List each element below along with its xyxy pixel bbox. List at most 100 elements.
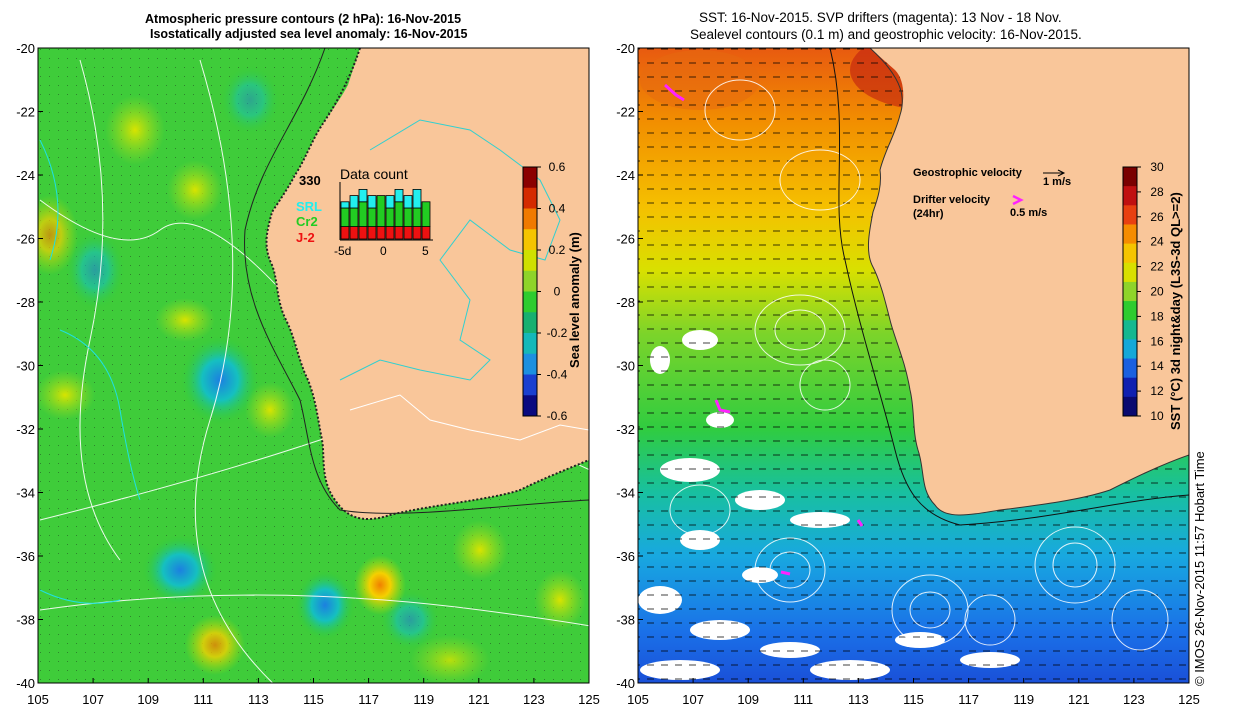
left-xtick-label: 109 <box>137 692 159 707</box>
sla-colorbar-swatch <box>523 353 537 375</box>
imos-credit: © IMOS 26-Nov-2015 11:57 Hobart Time <box>1192 451 1207 686</box>
sst-colorbar: 30 28 26 24 22 20 18 16 14 12 10 <box>1122 160 1164 423</box>
drifter-velocity-label: Drifter velocity <box>913 194 991 206</box>
inset-bar-cr2 <box>349 207 359 228</box>
sst-colorbar-swatch <box>1123 339 1137 360</box>
sst-colorbar-tick-label: 20 <box>1150 285 1164 299</box>
left-xtick-label: 113 <box>248 692 269 707</box>
sla-colorbar-tick-label: -0.6 <box>547 409 568 423</box>
right-title-line1: SST: 16-Nov-2015. SVP drifters (magenta)… <box>699 10 1062 25</box>
right-xtick-label: 115 <box>903 692 924 707</box>
left-map <box>38 48 589 683</box>
sla-colorbar-tick-label: 0 <box>554 285 561 299</box>
sla-colorbar-tick-label: 0.2 <box>549 243 566 257</box>
right-ytick-label: -34 <box>616 486 635 501</box>
left-xtick-label: 107 <box>82 692 104 707</box>
left-land-white <box>349 394 589 441</box>
inset-bar-cr2 <box>385 207 395 228</box>
legend-cr2: Cr2 <box>296 214 318 229</box>
sla-colorbar-swatch <box>523 208 537 230</box>
sst-colorbar-tick-label: 30 <box>1150 160 1164 174</box>
sst-colorbar-tick-label: 22 <box>1150 260 1164 274</box>
sst-colorbar-tick-label: 12 <box>1150 384 1164 398</box>
inset-bar-cr2 <box>394 201 404 228</box>
right-xtick-label: 121 <box>1068 692 1090 707</box>
drifter-tracks <box>663 83 864 576</box>
left-land <box>266 48 589 520</box>
right-ytick-label: -26 <box>616 232 635 247</box>
inset-bar-j-2 <box>394 226 404 240</box>
data-count-inset <box>339 182 433 241</box>
inset-bar-srl <box>367 195 377 209</box>
inset-bar-srl <box>403 195 413 209</box>
sea-level-colorbar: 0.6 0.4 0.2 0 -0.2 -0.4 -0.6 <box>522 160 568 423</box>
sst-colorbar-swatch <box>1123 167 1137 187</box>
right-ytick-label: -20 <box>616 41 635 56</box>
left-ytick-label: -34 <box>16 486 35 501</box>
right-ytick-label: -30 <box>616 359 635 374</box>
sla-colorbar-swatch <box>523 187 537 209</box>
right-ytick-label: -32 <box>616 422 635 437</box>
right-xtick-label: 117 <box>958 692 979 707</box>
sst-colorbar-tick-label: 10 <box>1150 409 1164 423</box>
right-ytick-label: -36 <box>616 549 635 564</box>
right-xtick-label: 125 <box>1178 692 1200 707</box>
sst-colorbar-swatch <box>1123 262 1137 283</box>
sst-colorbar-tick-label: 24 <box>1150 235 1164 249</box>
inset-xtick-5: 5 <box>422 244 429 258</box>
inset-bar-j-2 <box>340 226 350 240</box>
inset-bar-srl <box>358 188 368 203</box>
left-xtick-label: 117 <box>358 692 379 707</box>
geo-velocity-scale: 1 m/s <box>1043 176 1072 188</box>
left-ytick-label: -40 <box>16 676 35 691</box>
right-xtick-label: 119 <box>1013 692 1034 707</box>
inset-bar-j-2 <box>385 226 395 240</box>
sla-colorbar-swatch <box>523 333 537 355</box>
velocity-legend <box>1012 169 1066 206</box>
left-ytick-label: -32 <box>16 422 35 437</box>
right-xtick-label: 113 <box>848 692 869 707</box>
sst-colorbar-tick-label: 26 <box>1150 210 1164 224</box>
sla-colorbar-swatch <box>523 312 537 334</box>
right-xtick-label: 109 <box>737 692 759 707</box>
sla-colorbar-swatch <box>523 270 537 292</box>
right-ytick-label: -22 <box>616 105 635 120</box>
sst-colorbar-label: SST (°C) 3d night&day (L3S-3d QL>=2) <box>1168 192 1183 430</box>
left-pressure-contours <box>39 59 589 683</box>
sla-colorbar-swatch <box>523 374 537 396</box>
left-title-line1: Atmospheric pressure contours (2 hPa): 1… <box>145 12 462 26</box>
inset-bar-j-2 <box>412 226 422 240</box>
sla-colorbar-swatch <box>523 395 537 417</box>
right-ytick-label: -24 <box>616 168 635 183</box>
sea-level-colorbar-label: Sea level anomaly (m) <box>567 232 582 368</box>
inset-bar-j-2 <box>403 226 413 240</box>
inset-bar-srl <box>412 188 422 209</box>
drifter-scale-arrow <box>1012 194 1024 206</box>
left-ytick-label: -22 <box>16 105 35 120</box>
sst-colorbar-swatch <box>1123 377 1137 398</box>
left-cyan-contours <box>39 139 141 604</box>
geo-velocity-label: Geostrophic velocity <box>913 167 1022 179</box>
inset-bar-srl <box>340 201 350 209</box>
inset-bar-cr2 <box>358 201 368 228</box>
sealevel-contours <box>669 79 1169 651</box>
left-ytick-label: -24 <box>16 168 35 183</box>
left-xtick-label: 105 <box>27 692 49 707</box>
sst-colorbar-swatch <box>1123 301 1137 321</box>
inset-bar-j-2 <box>349 226 359 240</box>
sst-colorbar-tick-label: 16 <box>1150 334 1164 348</box>
left-ytick-label: -38 <box>16 613 35 628</box>
left-xtick-label: 123 <box>523 692 545 707</box>
right-shelf-line <box>829 48 1189 526</box>
left-coastline <box>265 48 589 520</box>
left-ytick-label: -20 <box>16 41 35 56</box>
inset-bar-cr2 <box>403 207 413 228</box>
inset-bars <box>340 188 431 240</box>
sla-colorbar-swatch <box>523 229 537 251</box>
right-map <box>638 48 1189 683</box>
left-xtick-label: 121 <box>468 692 490 707</box>
right-xtick-label: 105 <box>627 692 649 707</box>
sst-colorbar-swatch <box>1123 281 1137 302</box>
